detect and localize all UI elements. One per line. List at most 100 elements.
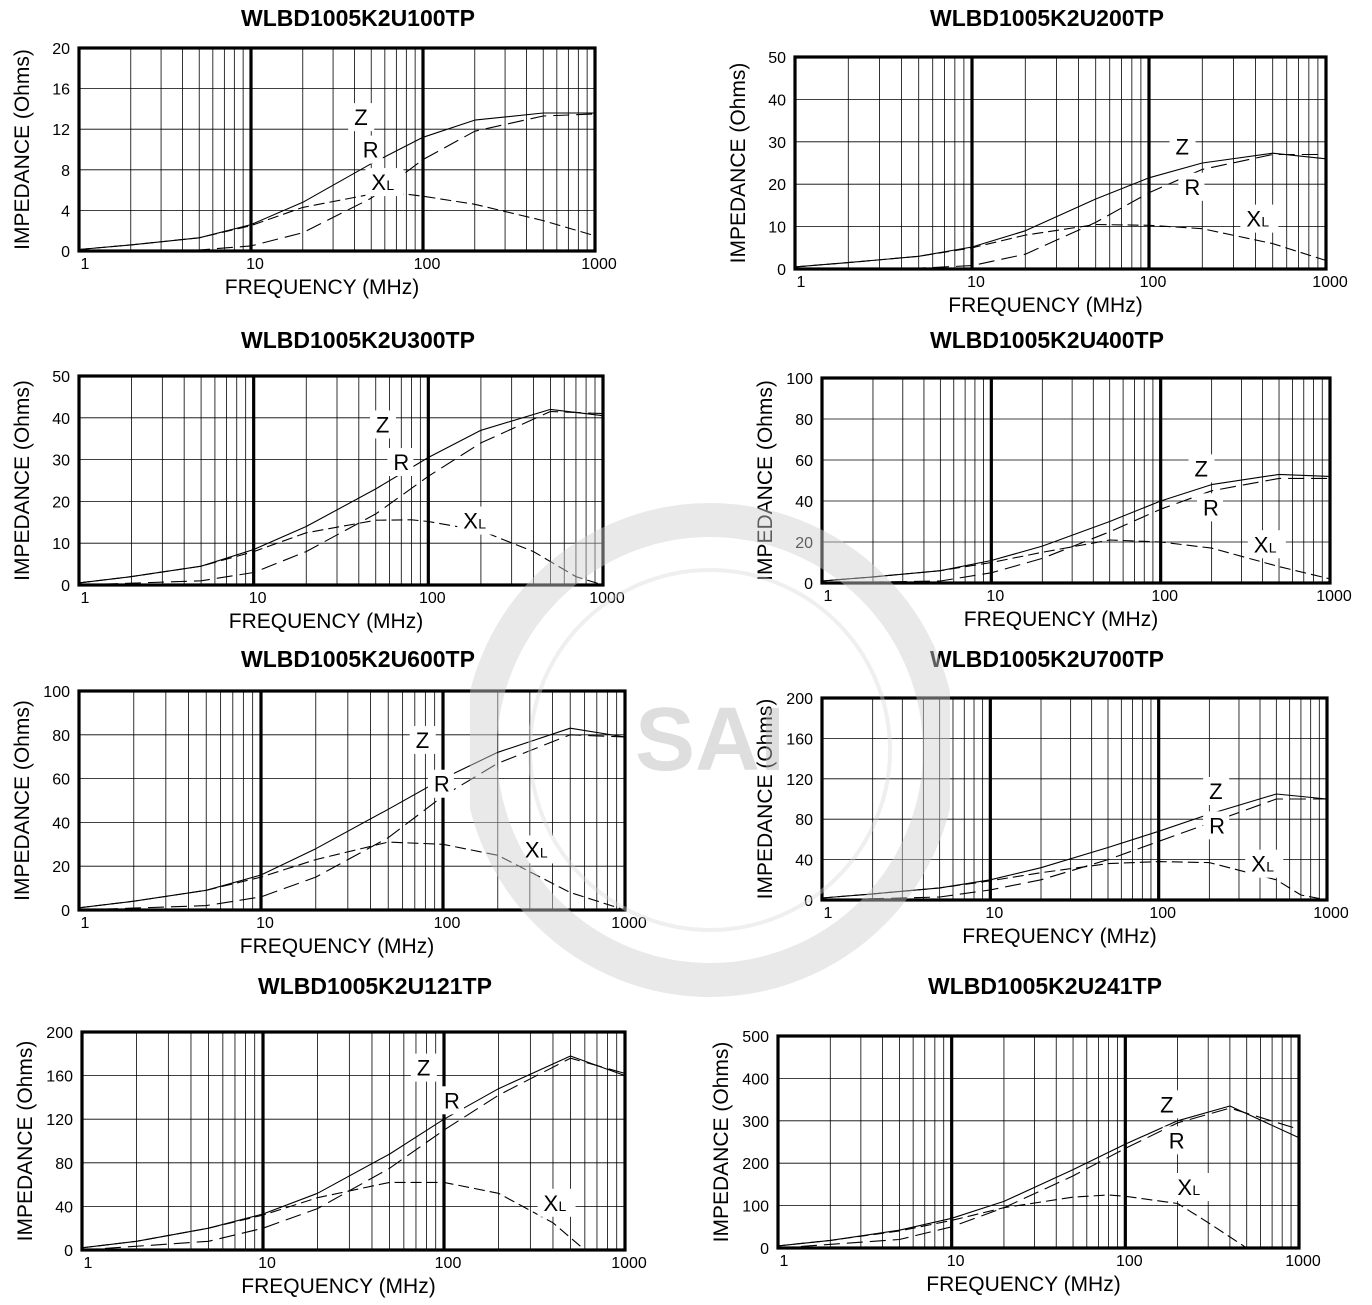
- curve-label-r: R: [1209, 813, 1225, 838]
- y-tick-label: 0: [760, 1241, 769, 1258]
- chart-title: WLBD1005K2U300TP: [241, 327, 475, 353]
- y-tick-label: 40: [795, 494, 813, 511]
- label-backdrop: [1245, 849, 1284, 878]
- label-backdrop: [1247, 530, 1286, 559]
- x-axis-label: FREQUENCY (MHz): [225, 276, 419, 299]
- impedance-chart-2: WLBD1005K2U200TP 0 10 20 30 40 50 1 10 100 1000 FRE…: [727, 5, 1348, 317]
- curve-label-x: X: [463, 509, 478, 534]
- impedance-chart-5: WLBD1005K2U600TP 0 20 40 60 80 100 1 10 100 1000 FR…: [11, 646, 647, 958]
- chart-title: WLBD1005K2U200TP: [930, 5, 1164, 31]
- x-tick-label: 1: [824, 905, 833, 922]
- chart-title: WLBD1005K2U241TP: [928, 973, 1162, 999]
- y-axis-label: IMPEDANCE (Ohms): [11, 700, 34, 901]
- y-axis-label: IMPEDANCE (Ohms): [11, 49, 34, 250]
- curve-label-r: R: [1169, 1128, 1185, 1153]
- label-backdrop: [1197, 493, 1223, 522]
- curve-label-r: R: [393, 450, 409, 475]
- y-tick-label: 400: [742, 1071, 769, 1088]
- x-tick-label: 1000: [589, 590, 625, 607]
- y-axis-label: IMPEDANCE (Ohms): [754, 380, 777, 581]
- plot-frame: [820, 376, 1332, 585]
- series-line-xl: [81, 1181, 625, 1251]
- series-line-r: [78, 734, 626, 911]
- series-line-z: [78, 408, 604, 584]
- curve-label-x: X: [1177, 1175, 1192, 1200]
- curve-label-r: R: [444, 1088, 460, 1113]
- y-tick-label: 100: [786, 371, 813, 388]
- y-tick-label: 80: [55, 1156, 73, 1173]
- x-tick-label: 10: [258, 1255, 276, 1272]
- chart-title: WLBD1005K2U700TP: [930, 646, 1164, 672]
- y-tick-label: 300: [742, 1114, 769, 1131]
- y-tick-label: 10: [52, 536, 70, 553]
- plot-frame: [776, 1034, 1301, 1250]
- y-tick-label: 80: [52, 728, 70, 745]
- curve-label-z: Z: [376, 412, 389, 437]
- y-tick-label: 40: [795, 853, 813, 870]
- chart-title: WLBD1005K2U100TP: [241, 5, 475, 31]
- curve-label-subscript-l: L: [540, 844, 548, 860]
- y-tick-label: 30: [768, 135, 786, 152]
- y-tick-label: 20: [52, 494, 70, 511]
- y-tick-label: 40: [52, 815, 70, 832]
- x-tick-label: 1000: [1316, 588, 1352, 605]
- curve-label-z: Z: [417, 1056, 430, 1081]
- curve-label-subscript-l: L: [559, 1198, 567, 1214]
- series-line-z: [821, 793, 1328, 899]
- x-tick-label: 1: [81, 915, 90, 932]
- label-backdrop: [409, 725, 436, 754]
- plot-frame: [77, 689, 627, 912]
- plot-frame: [77, 46, 597, 253]
- y-tick-label: 100: [742, 1199, 769, 1216]
- label-backdrop: [438, 1086, 464, 1115]
- x-tick-label: 1000: [1312, 274, 1348, 291]
- series-line-xl: [78, 841, 626, 911]
- x-axis-label: FREQUENCY (MHz): [240, 935, 434, 958]
- curve-label-z: Z: [1160, 1092, 1173, 1117]
- series-line-xl: [821, 539, 1331, 582]
- label-backdrop: [356, 135, 383, 164]
- x-tick-label: 100: [1149, 905, 1176, 922]
- y-tick-label: 0: [61, 244, 70, 261]
- plot-frame: [80, 1030, 627, 1252]
- label-backdrop: [1188, 454, 1215, 483]
- x-tick-label: 1: [84, 1255, 93, 1272]
- x-axis-label: FREQUENCY (MHz): [948, 294, 1142, 317]
- x-axis-label: FREQUENCY (MHz): [964, 608, 1158, 631]
- y-tick-label: 500: [742, 1029, 769, 1046]
- impedance-chart-6: WLBD1005K2U700TP 0 40 80 120 160 200 1 10 100 1000…: [754, 646, 1349, 948]
- chart-title: WLBD1005K2U400TP: [930, 327, 1164, 353]
- curve-label-z: Z: [416, 728, 429, 753]
- x-tick-label: 1: [824, 588, 833, 605]
- label-backdrop: [365, 168, 404, 197]
- y-tick-label: 160: [786, 731, 813, 748]
- series-line-xl: [794, 223, 1327, 268]
- chart-title: WLBD1005K2U121TP: [258, 973, 492, 999]
- curve-label-x: X: [544, 1191, 559, 1216]
- label-backdrop: [1203, 777, 1230, 805]
- y-tick-label: 10: [768, 220, 786, 237]
- chart-title: WLBD1005K2U600TP: [241, 646, 475, 672]
- curve-label-r: R: [363, 138, 379, 163]
- series-line-r: [777, 1107, 1300, 1249]
- x-tick-label: 100: [1151, 588, 1178, 605]
- series-line-r: [78, 410, 604, 586]
- label-backdrop: [457, 506, 496, 535]
- x-tick-label: 1000: [611, 915, 647, 932]
- x-tick-label: 1: [81, 590, 90, 607]
- label-backdrop: [427, 769, 454, 798]
- label-backdrop: [1178, 172, 1205, 201]
- curve-label-z: Z: [1195, 456, 1208, 481]
- y-tick-label: 80: [795, 812, 813, 829]
- series-line-z: [777, 1105, 1300, 1247]
- curve-label-subscript-l: L: [478, 516, 486, 532]
- series-line-xl: [777, 1194, 1299, 1249]
- curve-label-r: R: [1184, 175, 1200, 200]
- y-tick-label: 0: [804, 576, 813, 593]
- x-tick-label: 10: [985, 905, 1003, 922]
- label-backdrop: [1154, 1090, 1181, 1119]
- curve-label-r: R: [434, 772, 450, 797]
- impedance-chart-1: WLBD1005K2U100TP 0 4 8 12 16 20 1 10 100 1000 FREQU…: [11, 5, 617, 299]
- y-tick-label: 120: [786, 772, 813, 789]
- label-backdrop: [387, 448, 414, 477]
